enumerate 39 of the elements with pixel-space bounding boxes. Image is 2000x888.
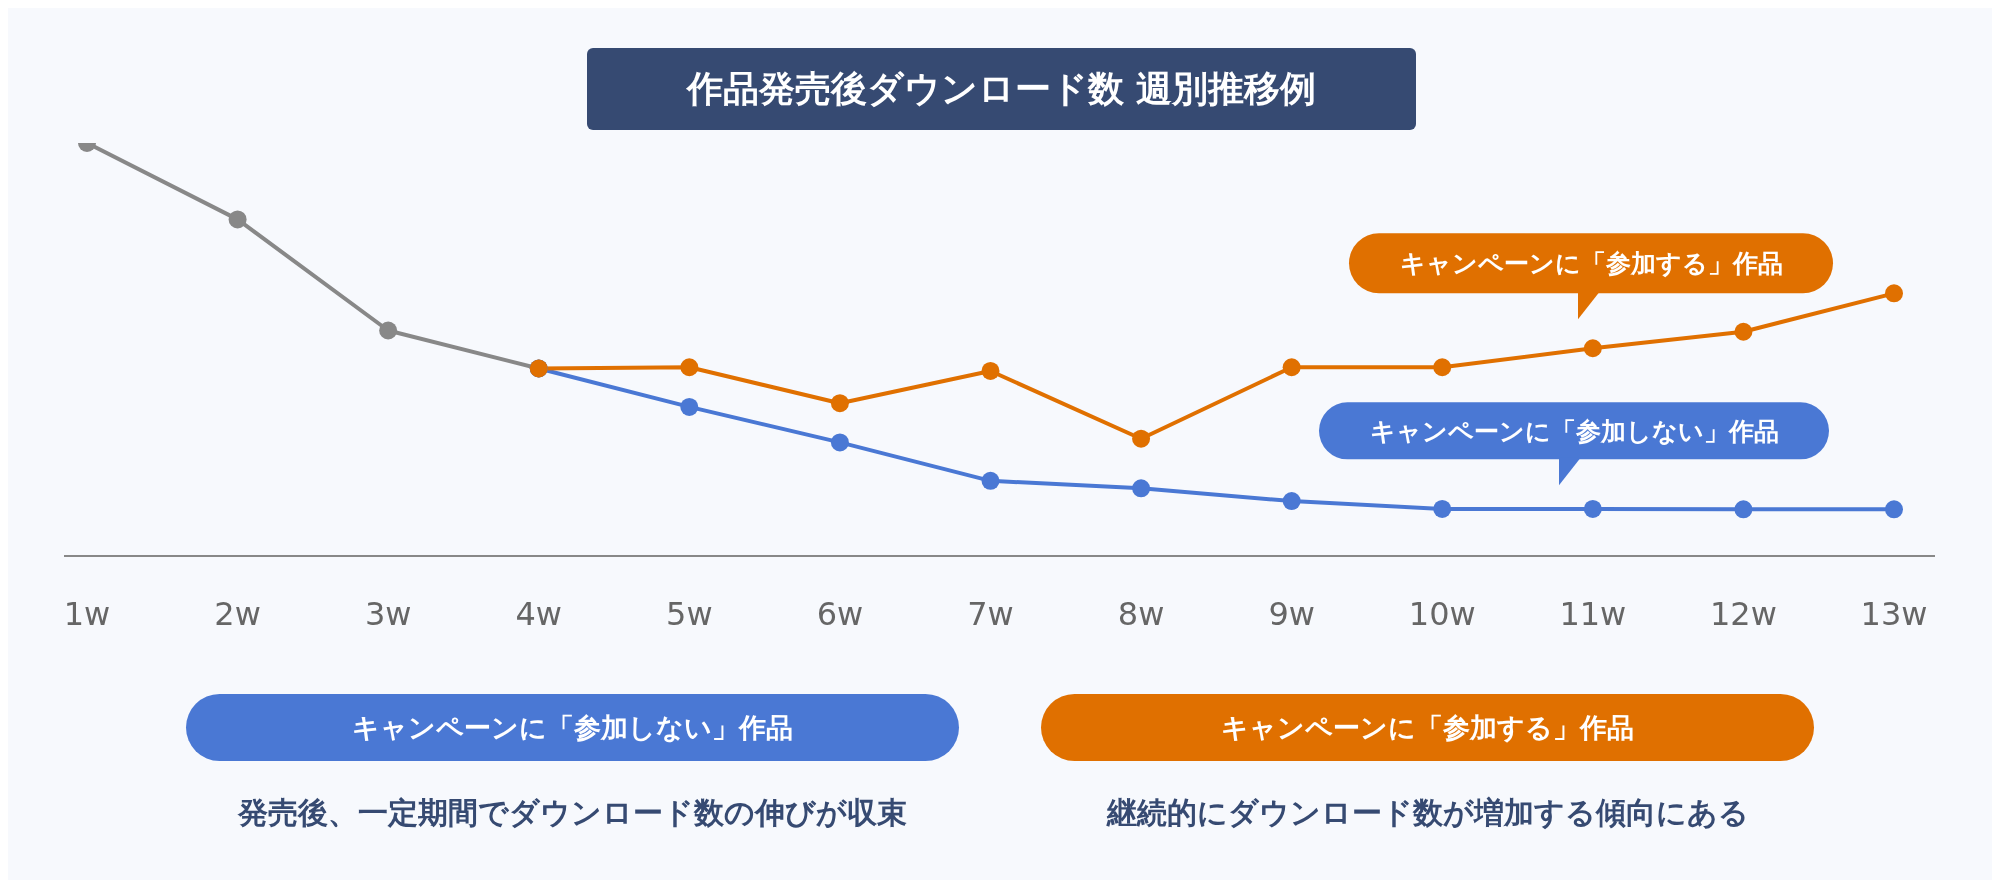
- point: [1132, 479, 1151, 498]
- point: [379, 321, 398, 340]
- text: キャンペーンに「参加する」作品: [1221, 711, 1634, 743]
- point: [1433, 358, 1452, 377]
- text: 継続的にダウンロード数が増加する傾向にある: [1106, 794, 1749, 832]
- point: [1282, 492, 1301, 511]
- point: [981, 471, 1000, 490]
- text: 発売後、一定期間でダウンロード数の伸びが収束: [238, 794, 907, 832]
- x-tick-label: 9w: [1268, 594, 1315, 633]
- chart-title: 作品発売後ダウンロード数 週別推移例: [587, 48, 1416, 130]
- x-tick-label: 1w: [63, 594, 111, 633]
- point: [1734, 322, 1753, 341]
- point: [1433, 499, 1452, 518]
- series-label: キャンペーンに「参加する」作品: [1399, 249, 1783, 279]
- x-tick-label: 2w: [214, 594, 261, 633]
- point: [1583, 339, 1602, 358]
- point: [1885, 500, 1903, 519]
- x-tick-label: 10w: [1408, 594, 1476, 633]
- point: [1885, 284, 1903, 303]
- x-tick-label: 13w: [1860, 594, 1928, 633]
- point: [830, 433, 849, 452]
- point: [680, 397, 699, 416]
- point: [228, 210, 247, 229]
- x-tick-label: 12w: [1709, 594, 1777, 633]
- x-tick-label: 3w: [364, 594, 412, 633]
- x-tick-label: 5w: [666, 594, 713, 633]
- point: [1734, 500, 1753, 519]
- point: [680, 358, 699, 377]
- x-tick-label: 11w: [1559, 594, 1627, 633]
- x-tick-label: 6w: [816, 594, 864, 633]
- point: [1583, 499, 1602, 518]
- point: [1282, 358, 1301, 377]
- x-tick-label: 8w: [1117, 594, 1165, 633]
- text: キャンペーンに「参加しない」作品: [352, 711, 793, 743]
- x-tick-label: 4w: [515, 594, 563, 633]
- point: [830, 394, 849, 413]
- point: [981, 361, 1000, 380]
- point: [1132, 429, 1151, 448]
- x-tick-label: 7w: [967, 594, 1014, 633]
